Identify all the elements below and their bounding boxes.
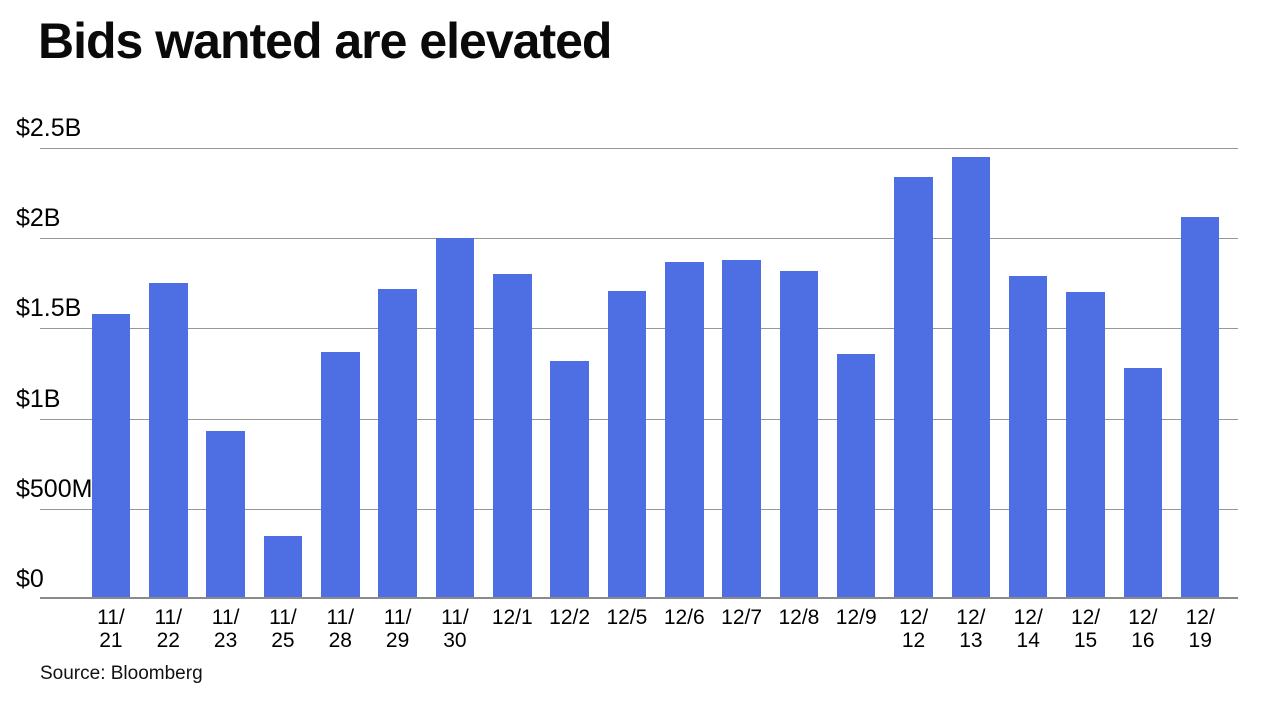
bar-12/16	[1123, 368, 1163, 599]
bar-12/14	[1008, 276, 1048, 599]
x-axis-label-12/15: 12/ 15	[1070, 606, 1101, 652]
gridline	[40, 148, 1238, 149]
y-axis-label: $2.5B	[16, 114, 82, 142]
bar-11/30	[435, 238, 475, 599]
x-axis-label-12/9: 12/9	[835, 606, 877, 629]
x-axis-label-11/30: 11/ 30	[441, 606, 469, 652]
bar-11/23	[206, 431, 245, 599]
x-axis-label-11/22: 11/ 22	[154, 606, 183, 652]
bar-11/29	[378, 288, 417, 599]
x-axis-label-11/25: 11/ 25	[269, 606, 297, 652]
gridline	[40, 238, 1238, 240]
y-axis-label: $500M	[16, 474, 93, 503]
bar-12/15	[1066, 292, 1105, 599]
bar-12/13	[951, 157, 991, 599]
bar-12/8	[779, 270, 819, 599]
x-axis-label-12/16: 12/ 16	[1128, 606, 1158, 652]
bar-11/28	[321, 351, 360, 599]
x-axis-label-11/28: 11/ 28	[326, 606, 355, 652]
bar-11/22	[149, 283, 188, 599]
bar-11/21	[91, 313, 131, 599]
chart-title: Bids wanted are elevated	[38, 13, 612, 69]
y-axis-label: $2B	[16, 204, 61, 233]
y-axis-label: $1.5B	[16, 294, 82, 323]
y-axis-label: $0	[16, 565, 44, 593]
x-axis-label-12/8: 12/8	[778, 606, 820, 629]
x-axis-label-12/7: 12/7	[721, 606, 763, 629]
source-note: Source: Bloomberg	[40, 663, 203, 684]
bar-12/9	[836, 353, 876, 599]
bar-12/19	[1180, 216, 1220, 599]
x-axis-label-12/6: 12/6	[663, 606, 705, 629]
bar-12/1	[493, 274, 532, 599]
x-axis-label-12/12: 12/ 12	[898, 606, 929, 652]
x-axis-label-11/29: 11/ 29	[383, 606, 412, 652]
x-axis-label-12/1: 12/1	[491, 606, 533, 629]
x-axis-label-12/19: 12/ 19	[1185, 606, 1215, 652]
bar-12/7	[722, 259, 761, 599]
y-axis-label: $1B	[16, 384, 61, 413]
x-axis-label-12/2: 12/2	[549, 606, 591, 629]
bar-12/12	[894, 176, 933, 599]
bar-11/25	[263, 535, 303, 599]
x-axis-line	[40, 597, 1238, 599]
bar-12/6	[665, 261, 704, 599]
bar-12/2	[550, 360, 589, 599]
x-axis-label-12/13: 12/ 13	[956, 606, 986, 652]
x-axis-label-11/21: 11/ 21	[97, 606, 125, 652]
x-axis-label-11/23: 11/ 23	[211, 606, 240, 652]
bar-12/5	[607, 290, 647, 599]
x-axis-label-12/5: 12/5	[606, 606, 648, 629]
x-axis-label-12/14: 12/ 14	[1013, 606, 1043, 652]
